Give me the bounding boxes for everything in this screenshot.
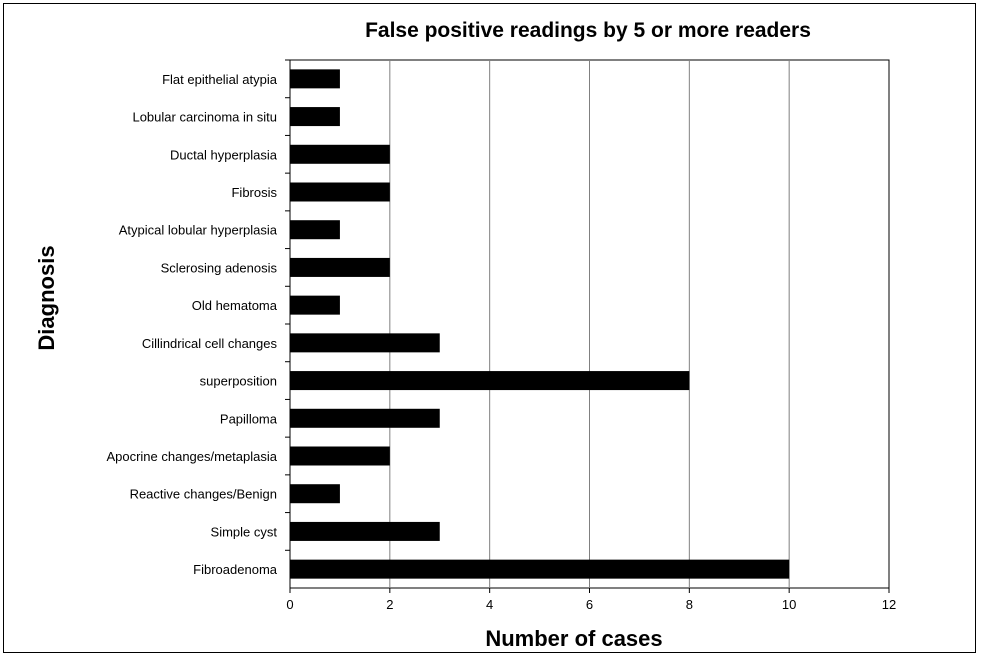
bar: [290, 220, 340, 240]
x-tick-labels: 0 2 4 6 8 10 12: [286, 597, 896, 612]
x-tick-label: 6: [586, 597, 593, 612]
bar: [290, 521, 440, 541]
bar: [290, 371, 690, 391]
bar: [290, 107, 340, 127]
category-label: Simple cyst: [211, 524, 278, 539]
chart-title: False positive readings by 5 or more rea…: [365, 19, 811, 42]
bar: [290, 446, 390, 466]
x-tick-label: 4: [486, 597, 493, 612]
bar: [290, 144, 390, 164]
bar: [290, 69, 340, 89]
category-label: Flat epithelial atypia: [162, 72, 278, 87]
category-labels: Flat epithelial atypia Lobular carcinoma …: [106, 72, 277, 577]
bar: [290, 333, 440, 353]
category-label: Sclerosing adenosis: [161, 260, 278, 275]
category-label: Papilloma: [220, 411, 278, 426]
category-label: Fibroadenoma: [193, 562, 278, 577]
bar: [290, 559, 790, 579]
category-label: Ductal hyperplasia: [170, 147, 278, 162]
x-tick-label: 12: [882, 597, 896, 612]
bar: [290, 257, 390, 277]
gridlines: [285, 59, 890, 593]
x-tick-label: 10: [782, 597, 796, 612]
bar: [290, 295, 340, 315]
y-axis-title: Diagnosis: [34, 245, 59, 350]
category-label: Old hematoma: [192, 298, 278, 313]
category-label: Cillindrical cell changes: [142, 336, 278, 351]
category-label: Lobular carcinoma in situ: [132, 110, 277, 125]
x-tick-label: 8: [686, 597, 693, 612]
category-label: Atypical lobular hyperplasia: [119, 223, 278, 238]
bars: [290, 69, 790, 579]
category-label: Apocrine changes/metaplasia: [106, 449, 277, 464]
x-tick-label: 0: [286, 597, 293, 612]
x-axis-title: Number of cases: [485, 626, 662, 651]
category-label: Fibrosis: [231, 185, 277, 200]
bar: [290, 408, 440, 428]
category-label: Reactive changes/Benign: [130, 487, 277, 502]
category-label: superposition: [200, 374, 277, 389]
x-tick-label: 2: [386, 597, 393, 612]
bar: [290, 182, 390, 202]
bar: [290, 484, 340, 504]
